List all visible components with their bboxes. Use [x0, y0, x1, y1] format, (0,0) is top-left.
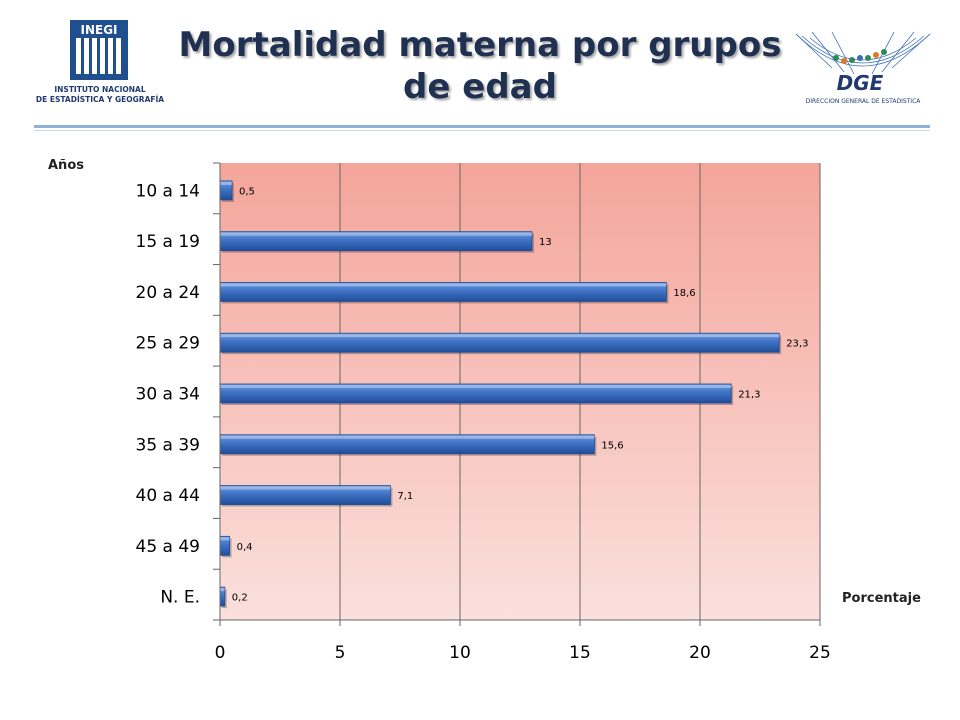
x-tick-label: 10	[449, 643, 471, 663]
x-axis-label: Porcentaje	[842, 591, 921, 606]
category-label: 15 a 19	[136, 232, 201, 252]
dge-logo: DGE DIRECCION GENERAL DE ESTADISTICA	[795, 31, 931, 105]
data-label: 15,6	[601, 440, 623, 451]
category-label: N. E.	[160, 588, 200, 608]
data-label: 0,4	[237, 542, 253, 553]
inegi-logo: INEGI INSTITUTO NACIONAL DE ESTADÍSTICA …	[36, 20, 164, 104]
title-line-2: de edad	[403, 67, 557, 107]
page-title: Mortalidad materna por grupos de edad	[160, 24, 800, 108]
dge-logo-caption: DIRECCION GENERAL DE ESTADISTICA	[806, 98, 922, 105]
data-label: 18,6	[673, 288, 695, 299]
x-tick-label: 25	[809, 643, 831, 663]
bar-highlight	[220, 435, 595, 439]
category-label: 30 a 34	[136, 385, 201, 405]
bar-highlight	[220, 588, 225, 592]
inegi-logo-caption-2: DE ESTADÍSTICA Y GEOGRAFÍA	[36, 95, 164, 104]
bar-highlight	[220, 232, 532, 236]
bar-highlight	[220, 486, 391, 490]
bar-highlight	[220, 537, 230, 541]
category-label: 25 a 29	[136, 334, 201, 354]
category-label: 35 a 39	[136, 435, 201, 455]
x-tick-label: 5	[335, 643, 346, 663]
data-label: 23,3	[786, 339, 808, 350]
data-label: 21,3	[738, 390, 760, 401]
bar-highlight	[220, 181, 232, 185]
inegi-logo-caption-1: INSTITUTO NACIONAL	[54, 85, 146, 94]
data-label: 0,5	[239, 186, 255, 197]
category-label: 40 a 44	[136, 486, 201, 506]
x-tick-label: 0	[215, 643, 226, 663]
title-line-1: Mortalidad materna por grupos	[178, 25, 782, 65]
x-tick-label: 15	[569, 643, 591, 663]
bar-highlight	[220, 334, 780, 338]
data-label: 0,2	[232, 593, 248, 604]
header-rule-thin	[34, 130, 930, 131]
data-label: 13	[539, 237, 552, 248]
category-label: 10 a 14	[136, 181, 201, 201]
data-label: 7,1	[397, 491, 413, 502]
category-label: 20 a 24	[136, 283, 201, 303]
header-rule	[34, 125, 930, 128]
inegi-logo-text: INEGI	[80, 23, 117, 37]
x-tick-label: 20	[689, 643, 711, 663]
y-axis-label: Años	[48, 158, 84, 173]
bar-highlight	[220, 283, 667, 287]
bar-highlight	[220, 385, 732, 388]
category-label: 45 a 49	[136, 537, 201, 557]
dge-logo-text: DGE	[837, 71, 884, 95]
